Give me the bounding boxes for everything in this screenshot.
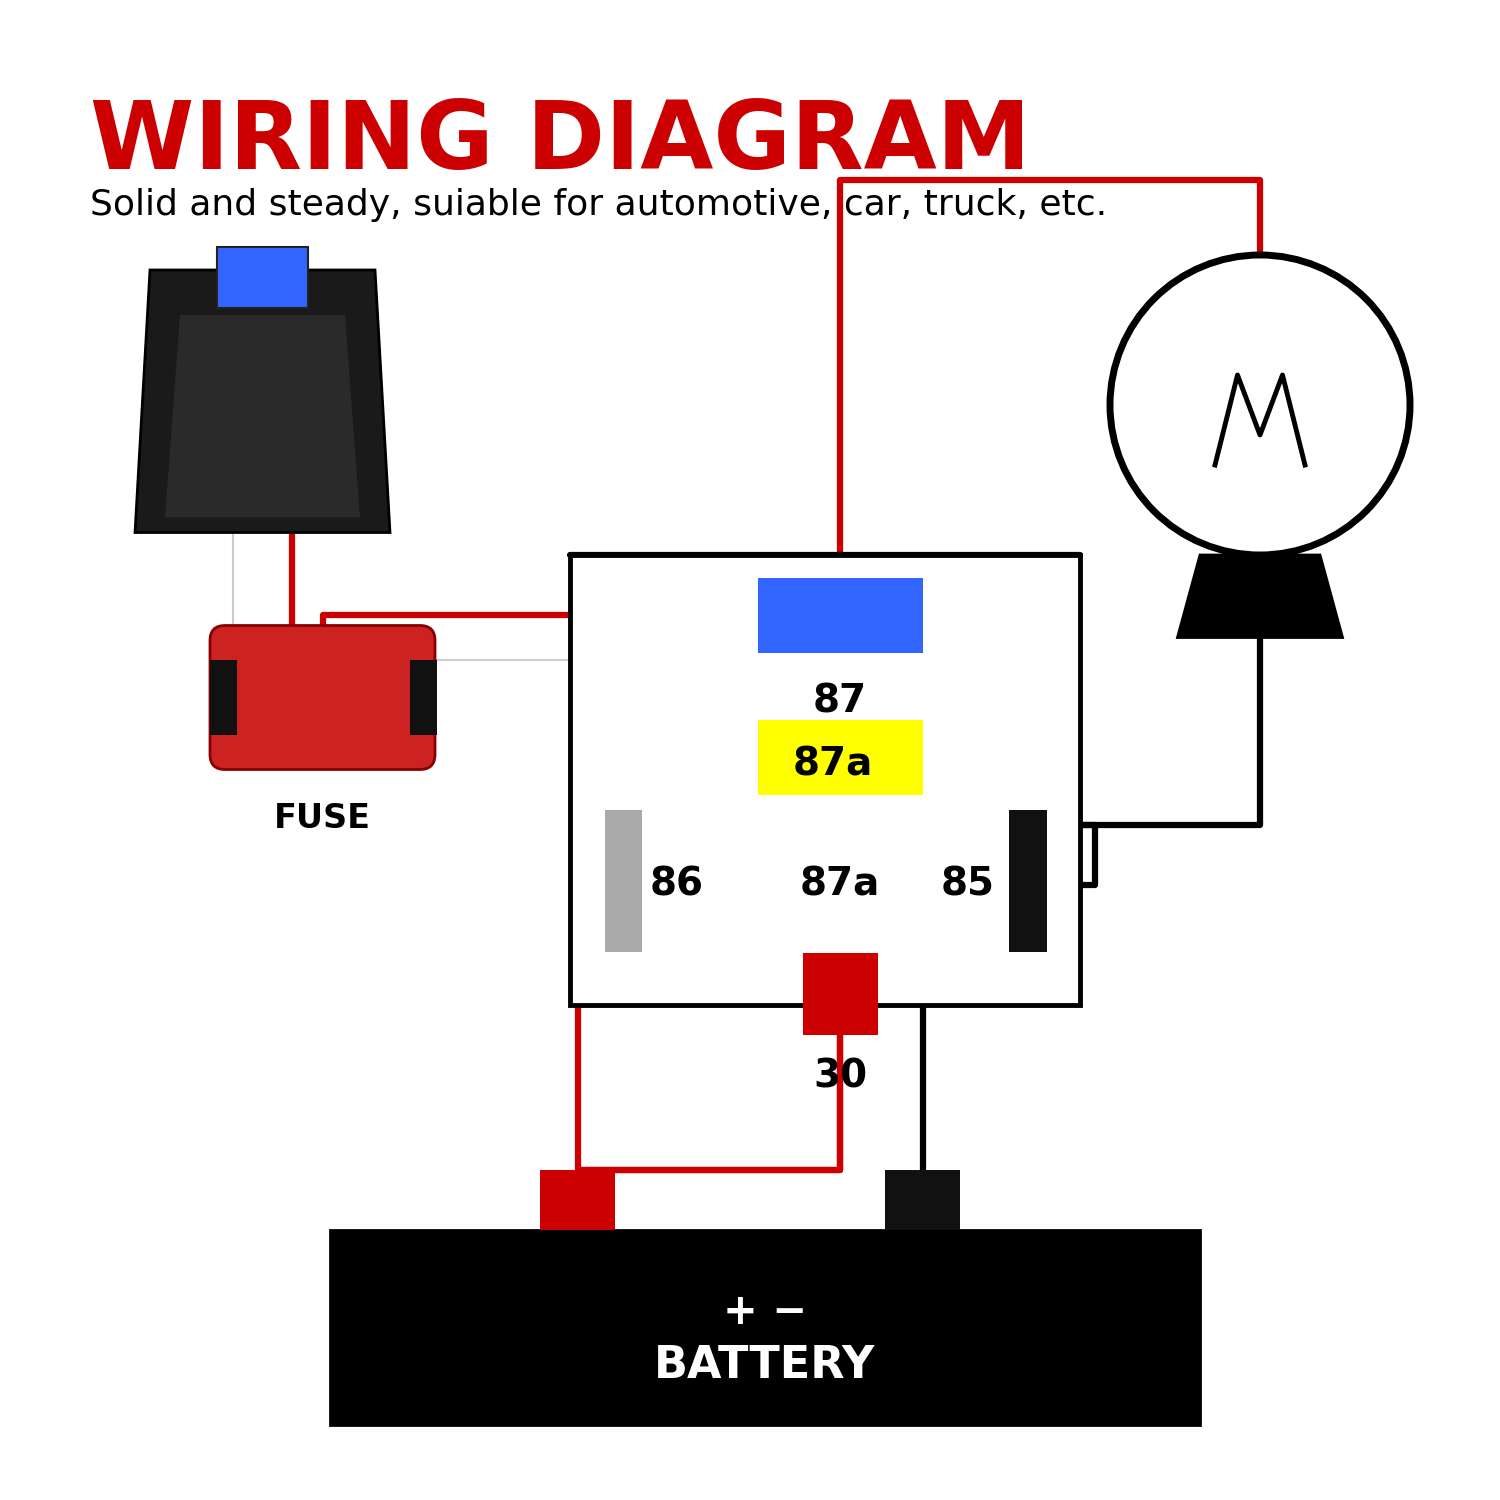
Text: 85: 85 [940, 865, 994, 904]
Bar [210, 660, 237, 735]
Bar [330, 1230, 1200, 1425]
Circle shape [1110, 255, 1410, 555]
Text: 86: 86 [650, 865, 704, 904]
Text: 30: 30 [813, 1058, 867, 1095]
Bar [1010, 810, 1047, 952]
Text: WIRING DIAGRAM: WIRING DIAGRAM [90, 98, 1030, 189]
Text: BATTERY: BATTERY [654, 1344, 876, 1386]
Text: 87a: 87a [792, 746, 873, 784]
Polygon shape [1178, 555, 1342, 638]
Bar [217, 248, 308, 308]
Bar [758, 578, 922, 652]
Polygon shape [165, 315, 360, 518]
Bar [885, 1170, 960, 1230]
Polygon shape [135, 270, 390, 532]
Bar [570, 555, 1080, 1005]
Bar [802, 952, 877, 1035]
Text: FUSE: FUSE [274, 802, 370, 836]
Text: Solid and steady, suiable for automotive, car, truck, etc.: Solid and steady, suiable for automotive… [90, 188, 1107, 222]
Bar [540, 1170, 615, 1230]
Bar [410, 660, 436, 735]
Bar [758, 720, 922, 795]
Text: 87: 87 [813, 682, 867, 720]
Bar [604, 810, 642, 952]
Text: + −: + − [723, 1292, 807, 1334]
FancyBboxPatch shape [210, 626, 435, 770]
Text: 87a: 87a [800, 865, 880, 904]
